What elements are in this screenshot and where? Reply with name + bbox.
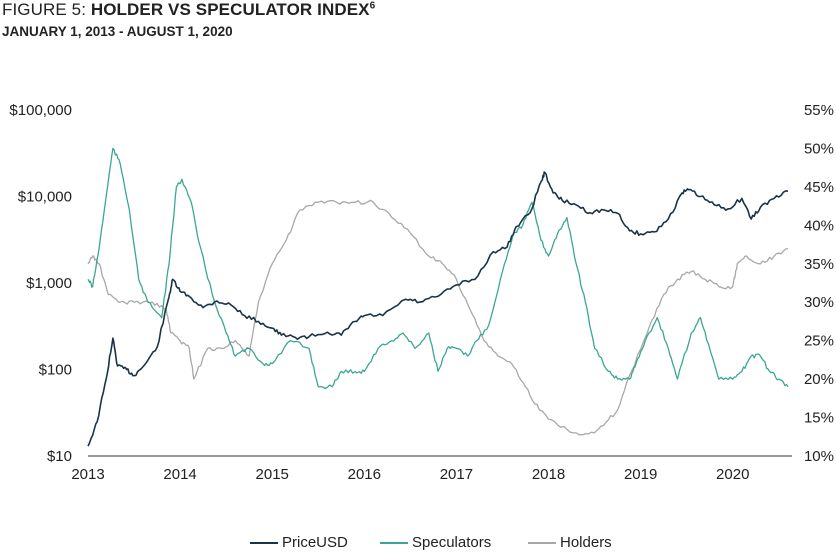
x-axis-tick: 2017 (440, 466, 473, 483)
title-main: HOLDER VS SPECULATOR INDEX (90, 0, 370, 19)
left-axis-tick: $10 (47, 448, 72, 465)
legend: PriceUSD Speculators Holders (0, 534, 836, 552)
right-axis-tick: 50% (804, 140, 834, 157)
right-axis-tick: 55% (804, 102, 834, 119)
legend-swatch-priceusd (250, 541, 278, 544)
series-line-priceusd (87, 171, 789, 447)
legend-label-holders: Holders (560, 534, 612, 551)
right-axis-tick: 25% (804, 333, 834, 350)
chart-title: FIGURE 5: HOLDER VS SPECULATOR INDEX6 (2, 0, 375, 20)
left-axis-tick: $1,000 (26, 275, 72, 292)
legend-item-speculators: Speculators (380, 534, 491, 551)
legend-swatch-holders (528, 541, 556, 544)
x-axis-tick: 2020 (716, 466, 749, 483)
right-axis-tick: 15% (804, 410, 834, 427)
chart-subtitle: JANUARY 1, 2013 - AUGUST 1, 2020 (2, 24, 233, 39)
x-axis-tick: 2015 (256, 466, 289, 483)
right-axis-tick: 10% (804, 448, 834, 465)
series-line-speculators (87, 147, 789, 390)
left-axis-tick: $100,000 (9, 102, 72, 119)
legend-swatch-speculators (380, 541, 408, 544)
x-axis-tick: 2013 (71, 466, 104, 483)
left-axis-tick: $10,000 (18, 189, 72, 206)
title-footnote: 6 (369, 0, 376, 12)
legend-label-priceusd: PriceUSD (282, 534, 348, 551)
legend-item-priceusd: PriceUSD (250, 534, 348, 551)
series-line-holders (87, 199, 789, 436)
legend-item-holders: Holders (528, 534, 612, 551)
x-axis-tick: 2016 (348, 466, 381, 483)
right-axis-tick: 30% (804, 294, 834, 311)
right-axis-tick: 35% (804, 256, 834, 273)
right-axis-tick: 20% (804, 371, 834, 388)
x-axis-tick: 2019 (624, 466, 657, 483)
x-axis-tick: 2018 (532, 466, 565, 483)
legend-label-speculators: Speculators (412, 534, 492, 551)
x-axis-tick: 2014 (163, 466, 196, 483)
left-axis-tick: $100 (39, 362, 72, 379)
right-axis-tick: 40% (804, 217, 834, 234)
title-prefix: FIGURE 5: (2, 0, 91, 19)
right-axis-tick: 45% (804, 179, 834, 196)
